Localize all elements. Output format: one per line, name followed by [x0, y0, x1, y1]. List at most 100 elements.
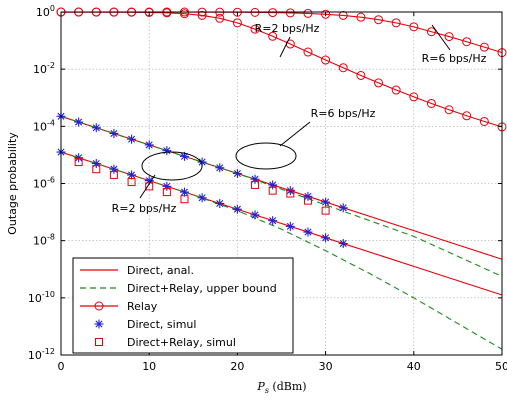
line-direct-anal-2: [60, 151, 503, 296]
annotation-direct-2: R=2 bps/Hz: [112, 202, 177, 215]
legend-label: Direct+Relay, upper bound: [127, 282, 277, 295]
marker-star-stroke: [322, 234, 330, 242]
marker-star: [321, 233, 331, 243]
legend-item: Direct, simul: [94, 318, 196, 331]
marker-star-stroke: [339, 204, 347, 212]
marker-circle: [162, 8, 172, 18]
marker-star: [197, 193, 207, 203]
marker-circle: [179, 9, 189, 19]
marker-circle: [338, 10, 348, 20]
marker-star-stroke: [180, 188, 189, 196]
ellipse-direct-6: [235, 142, 297, 170]
marker-circle: [232, 18, 242, 28]
marker-circle: [462, 37, 472, 47]
marker-star: [91, 123, 101, 133]
x-tick-label: 0: [58, 360, 65, 373]
marker-star: [179, 151, 189, 161]
line-upper-bound-2: [60, 151, 503, 350]
marker-square: [251, 180, 260, 189]
marker-star-stroke: [110, 129, 118, 138]
y-tick-label: 10-12: [28, 347, 55, 362]
marker-star: [338, 203, 348, 213]
marker-star-stroke: [75, 118, 83, 126]
marker-circle: [303, 8, 313, 18]
y-tick-exponent: -12: [42, 347, 55, 356]
legend-label: Direct, simul: [127, 318, 196, 331]
marker-circle: [462, 111, 472, 121]
legend-item: Direct+Relay, upper bound: [80, 282, 277, 295]
arrow-relay-6: [431, 24, 451, 51]
marker-circle: [338, 63, 348, 73]
marker-star-stroke: [216, 164, 224, 172]
y-tick-base: 10: [33, 178, 47, 191]
marker-circle: [426, 98, 436, 108]
marker-square: [180, 195, 189, 204]
annotation-relay-6: R=6 bps/Hz: [422, 52, 487, 65]
marker-star-stroke: [128, 135, 136, 143]
x-axis-label: Ps (dBm): [256, 380, 306, 395]
marker-star: [250, 210, 260, 220]
marker-circle: [391, 85, 401, 95]
marker-star: [215, 199, 225, 209]
marker-star: [74, 153, 84, 163]
series-direct-anal-6: [60, 115, 503, 260]
legend-marker-star-stroke: [95, 320, 103, 328]
y-tick-exponent: 0: [50, 4, 55, 13]
y-tick-exponent: -2: [47, 61, 55, 70]
marker-star: [74, 117, 84, 127]
marker-circle: [321, 55, 331, 65]
marker-circle: [444, 32, 454, 42]
arrow-direct-6: [279, 121, 311, 147]
y-tick-label: 10-10: [28, 290, 55, 305]
marker-star-stroke: [216, 199, 224, 208]
y-tick-label: 10-4: [33, 118, 55, 133]
series-upper-bound-6: [60, 115, 503, 277]
series-direct-anal-2: [60, 151, 503, 296]
y-tick-base: 10: [33, 63, 47, 76]
marker-circle: [303, 47, 313, 57]
series-dr-simul-2: [74, 158, 189, 204]
marker-square: [321, 206, 330, 215]
marker-star-stroke: [180, 152, 189, 160]
y-tick-exponent: -8: [47, 233, 55, 242]
marker-star-stroke: [322, 198, 330, 206]
marker-circle: [321, 9, 331, 19]
marker-circle: [356, 70, 366, 80]
legend-label: Relay: [127, 300, 158, 313]
legend-item: Direct+Relay, simul: [95, 336, 236, 349]
marker-star: [285, 221, 295, 231]
marker-star-stroke: [269, 217, 277, 225]
series-dr-simul-6: [251, 180, 330, 215]
marker-square: [303, 196, 312, 205]
legend-item: Direct, anal.: [80, 264, 194, 277]
marker-star-stroke: [304, 228, 312, 236]
legend-marker-star: [94, 319, 104, 329]
y-tick-base: 10: [33, 120, 47, 133]
marker-circle: [409, 22, 419, 32]
marker-star-stroke: [251, 211, 259, 219]
legend-marker-circle: [94, 301, 104, 311]
marker-circle: [374, 15, 384, 25]
legend: Direct, anal. Direct+Relay, upper bound Re…: [72, 257, 294, 354]
marker-star: [215, 163, 225, 173]
x-axis-label-sub: s: [265, 386, 269, 395]
marker-star: [144, 140, 154, 150]
series-layer: [56, 7, 507, 350]
marker-circle: [426, 27, 436, 37]
marker-circle: [285, 8, 295, 18]
marker-circle: [268, 31, 278, 41]
y-tick-label: 100: [36, 4, 55, 19]
legend-label: Direct, anal.: [127, 264, 194, 277]
y-tick-base: 10: [28, 292, 42, 305]
y-tick-label: 10-6: [33, 176, 55, 191]
x-tick-label: 40: [407, 360, 421, 373]
marker-circle: [391, 18, 401, 28]
marker-square: [92, 165, 101, 174]
line-upper-bound-6: [60, 115, 503, 277]
line-direct-anal-6: [60, 115, 503, 260]
arrow-direct-2: [139, 174, 156, 199]
marker-square: [162, 188, 171, 197]
y-tick-base: 10: [28, 349, 42, 362]
